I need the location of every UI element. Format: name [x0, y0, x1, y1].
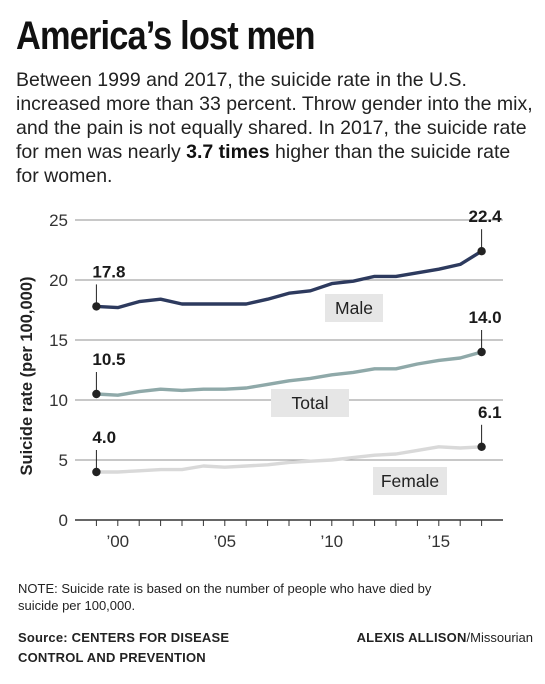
x-tick-label-2005: ’05	[213, 532, 236, 551]
series-line-male	[94, 249, 484, 310]
subtitle-emphasis: 3.7 times	[186, 141, 270, 163]
author-outlet: /Missourian	[466, 630, 533, 645]
series-label-total: Total	[292, 393, 329, 413]
y-axis-title: Suicide rate (per 100,000)	[18, 276, 36, 475]
point-start-total	[92, 389, 101, 399]
point-start-male	[92, 302, 101, 311]
point-end-female	[477, 442, 486, 451]
suicide-rate-line-chart: 0 5 10 15 20 25 ’00 ’05 ’10 ’15 Suicide rate (per …	[18, 207, 503, 551]
x-tick-label-2015: ’15	[427, 532, 450, 551]
series-label-box-male	[325, 294, 383, 322]
data-label-end-total: 14.0	[469, 308, 502, 327]
data-label-start-male: 17.8	[92, 262, 125, 281]
y-tick-label-0: 0	[59, 511, 68, 530]
source-line-2: CONTROL AND PREVENTION	[18, 650, 206, 665]
x-tick-label-2000: ’00	[106, 532, 129, 551]
author-credit: ALEXIS ALLISON/Missourian	[357, 628, 533, 648]
series-label-male: Male	[335, 298, 373, 318]
subtitle-text-end: higher than the suicide rate for women.	[16, 141, 511, 187]
author-name: ALEXIS ALLISON	[356, 630, 467, 645]
point-start-female	[92, 467, 101, 477]
data-label-start-female: 4.0	[92, 428, 116, 447]
subtitle-text: Between 1999 and 2017, the suicide rate …	[16, 69, 533, 163]
series-label-box-total	[271, 389, 349, 417]
point-end-total	[477, 347, 486, 357]
y-tick-label-10: 10	[49, 391, 68, 410]
y-tick-label-20: 20	[49, 271, 68, 290]
point-end-male	[477, 247, 486, 256]
x-tick-label-2010: ’10	[320, 532, 343, 551]
series-line-total	[94, 350, 484, 397]
series-label-box-female	[373, 467, 447, 495]
y-tick-label-5: 5	[59, 451, 68, 470]
y-tick-label-25: 25	[49, 211, 68, 230]
headline: America’s lost men	[16, 14, 316, 58]
chart-note: NOTE: Suicide rate is based on the numbe…	[18, 581, 432, 613]
data-label-start-total: 10.5	[92, 350, 125, 369]
source-line-1: Source: CENTERS FOR DISEASE	[18, 630, 230, 645]
y-tick-label-15: 15	[49, 331, 68, 350]
data-label-end-male: 22.4	[469, 207, 503, 226]
series-label-female: Female	[381, 471, 439, 491]
series-line-female	[94, 445, 484, 474]
source-credit: Source: CENTERS FOR DISEASE CONTROL AND …	[18, 628, 229, 668]
data-label-end-female: 6.1	[478, 403, 502, 422]
subtitle: Between 1999 and 2017, the suicide rate …	[16, 68, 536, 188]
